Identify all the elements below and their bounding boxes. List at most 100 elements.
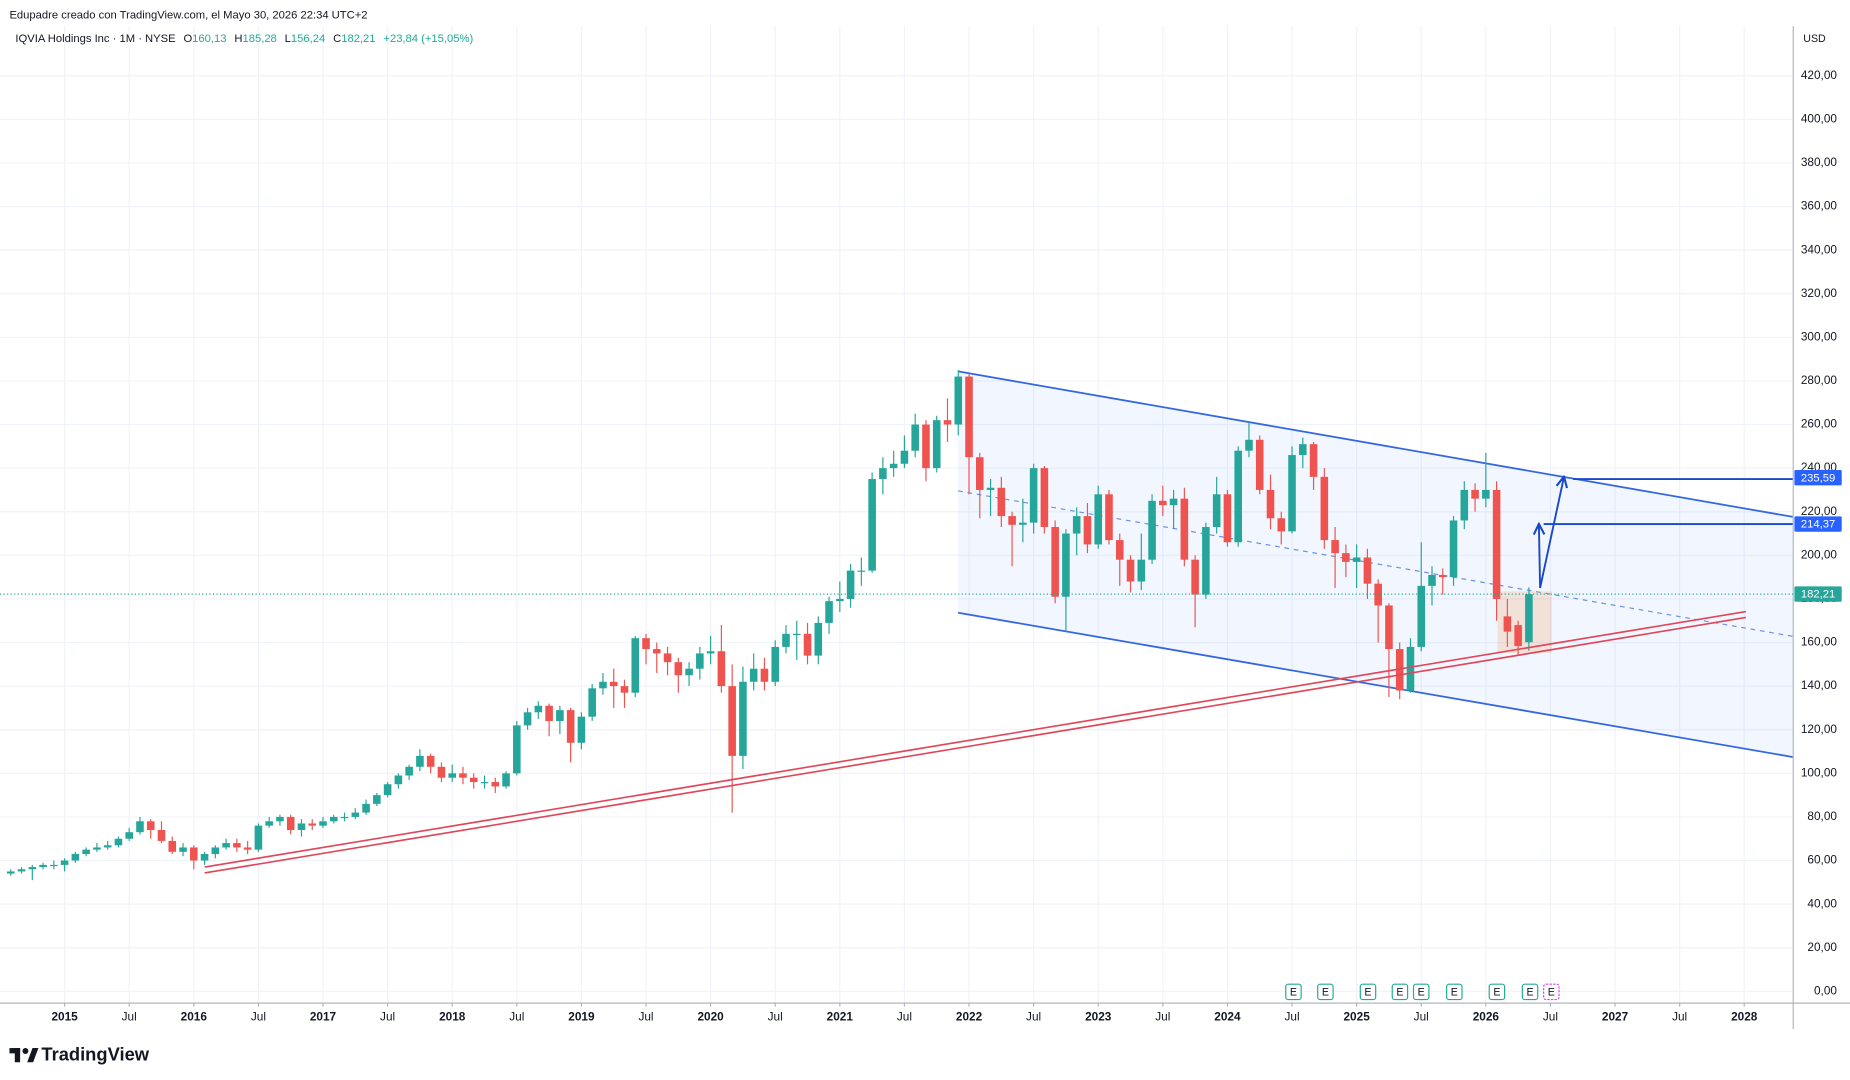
earnings-marker[interactable]: E	[1543, 983, 1560, 1001]
candle-body	[534, 705, 543, 713]
candle-body	[71, 853, 80, 861]
candle-body	[1342, 553, 1350, 562]
candle-body	[577, 716, 586, 743]
x-tick-label: 2018	[439, 1009, 466, 1023]
candle-body	[1148, 500, 1156, 560]
legend-value: 182,21	[341, 33, 375, 45]
candle-body	[523, 712, 532, 726]
candle-body	[1083, 516, 1092, 545]
candle-body	[103, 845, 112, 848]
candle-body	[965, 376, 973, 458]
legend-value: 160,13	[192, 33, 226, 45]
earnings-marker[interactable]: E	[1359, 983, 1377, 1001]
candle-body	[168, 840, 177, 852]
y-tick-label: 260,00	[1801, 417, 1838, 431]
candle-body	[943, 420, 952, 425]
y-tick-label: 340,00	[1801, 242, 1838, 256]
x-tick-label: 2019	[568, 1009, 595, 1023]
candle-body	[1406, 646, 1415, 691]
x-tick-label: 2022	[956, 1009, 983, 1023]
candle-body	[254, 825, 263, 850]
x-tick-label: Jul	[251, 1009, 266, 1023]
axes: 0,00 20,00 40,00 60,00 80,00 100,00 120,00 140,…	[0, 68, 1842, 1023]
x-tick-label: Jul	[1414, 1009, 1429, 1023]
x-tick-label: 2026	[1473, 1009, 1500, 1023]
candle-body	[782, 633, 790, 647]
earnings-marker[interactable]: E	[1285, 983, 1302, 1001]
y-tick-label: 40,00	[1807, 896, 1837, 910]
candle-body	[286, 816, 295, 831]
candle-body	[459, 773, 467, 778]
candle-body	[1525, 594, 1533, 643]
earnings-box	[1543, 983, 1560, 1001]
candle-body	[1385, 605, 1393, 650]
earnings-box	[1285, 983, 1302, 1001]
x-tick-label: 2021	[827, 1009, 854, 1023]
candle-body	[1363, 557, 1372, 584]
candle-body	[706, 651, 715, 654]
candle-body	[1159, 500, 1167, 506]
candle-body	[566, 710, 575, 743]
candle-body	[190, 847, 198, 861]
price-badge	[1794, 516, 1842, 532]
x-tick-label: 2016	[181, 1009, 208, 1023]
earnings-text: E	[1526, 986, 1533, 998]
candle-body	[825, 601, 833, 623]
candle-body	[1288, 455, 1296, 532]
candle-body	[383, 784, 392, 796]
candle-body	[1072, 516, 1081, 534]
projection-arrow	[1539, 525, 1540, 588]
candle-body	[922, 424, 930, 469]
price-badge	[1794, 470, 1842, 486]
candle-body	[997, 487, 1006, 517]
candle-body	[1299, 444, 1307, 456]
candle-body	[1169, 498, 1178, 506]
x-tick-label: Jul	[897, 1009, 912, 1023]
y-tick-label: 120,00	[1801, 722, 1838, 736]
candle-body	[814, 622, 823, 656]
candle-body	[556, 710, 564, 722]
y-tick-label: 200,00	[1801, 547, 1838, 561]
candle-body	[652, 649, 661, 654]
candle-body	[674, 662, 683, 676]
candle-body	[1019, 522, 1027, 525]
x-tick-label: 2015	[51, 1009, 78, 1023]
earnings-marker[interactable]: E	[1317, 983, 1334, 1001]
earnings-box	[1446, 983, 1463, 1001]
x-tick-label: 2027	[1602, 1009, 1629, 1023]
candle-body	[243, 847, 252, 850]
y-tick-label: 400,00	[1801, 111, 1838, 125]
y-tick-label: 160,00	[1801, 635, 1838, 649]
candle-body	[125, 832, 133, 839]
earnings-marker[interactable]: E	[1521, 983, 1539, 1001]
y-tick-label: 380,00	[1801, 155, 1838, 169]
y-tick-label: 300,00	[1801, 329, 1838, 343]
candle-body	[900, 450, 909, 464]
earnings-marker[interactable]: E	[1391, 983, 1409, 1001]
earnings-marker[interactable]: E	[1412, 983, 1430, 1001]
candle-body	[1062, 533, 1070, 597]
candle-body	[1277, 518, 1286, 532]
candle-body	[1202, 526, 1210, 595]
legend: IQVIA Holdings Inc · 1M · NYSE O160,13 H…	[15, 33, 473, 45]
y-tick-label: 80,00	[1807, 809, 1837, 823]
earnings-text: E	[1548, 986, 1555, 998]
earnings-marker[interactable]: E	[1446, 983, 1463, 1001]
candle-body	[588, 688, 596, 717]
candle-body	[1094, 494, 1103, 545]
candle-body	[1212, 494, 1221, 527]
candle-body	[1471, 489, 1479, 499]
earnings-marker[interactable]: E	[1488, 983, 1506, 1001]
earnings-box	[1488, 983, 1506, 1001]
candles	[6, 370, 1533, 881]
candle-body	[771, 646, 780, 682]
candle-body	[760, 668, 769, 682]
earnings-text: E	[1364, 986, 1371, 998]
candle-body	[265, 821, 273, 826]
candle-body	[394, 775, 403, 785]
brand-logo: TradingView	[9, 1044, 150, 1065]
candle-body	[545, 705, 553, 722]
candle-body	[416, 755, 424, 767]
candle-body	[846, 570, 855, 599]
